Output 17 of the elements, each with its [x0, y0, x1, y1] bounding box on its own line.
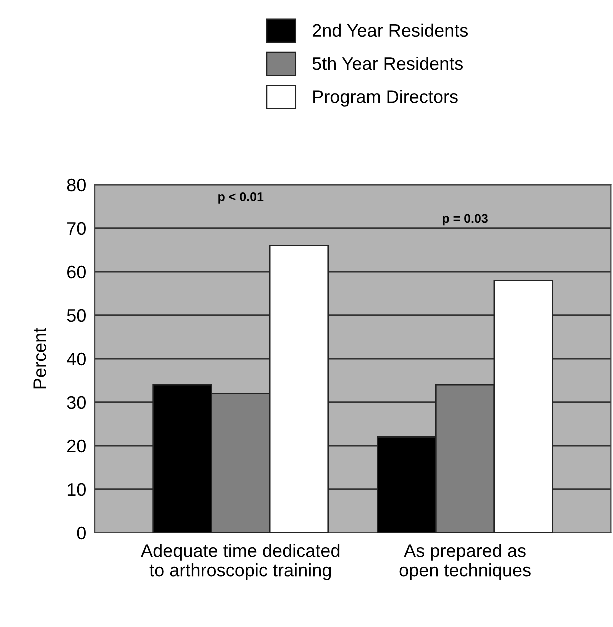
x-tick-label: Adequate time dedicated to arthroscopic training [141, 544, 340, 580]
y-tick-label: 40 [67, 352, 86, 366]
legend-label: 2nd Year Residents [312, 24, 468, 38]
y-tick-label: 50 [67, 309, 86, 322]
annotation: p < 0.01 [218, 192, 264, 204]
x-tick-label: As prepared as open techniques [400, 544, 531, 580]
y-tick-label: 10 [68, 483, 86, 496]
y-tick-label: 70 [68, 222, 86, 236]
y-tick-label: 20 [68, 440, 86, 453]
legend-label: 5th Year Residents [312, 56, 464, 70]
y-tick-label: 80 [67, 178, 86, 192]
y-tick-label: 0 [77, 526, 86, 540]
legend-label: Program Directors [314, 90, 458, 107]
y-tick-label: 60 [68, 266, 86, 279]
y-tick-label: 30 [67, 396, 86, 410]
y-axis-title: Percent [34, 328, 46, 389]
annotation: p = 0.03 [443, 214, 488, 226]
